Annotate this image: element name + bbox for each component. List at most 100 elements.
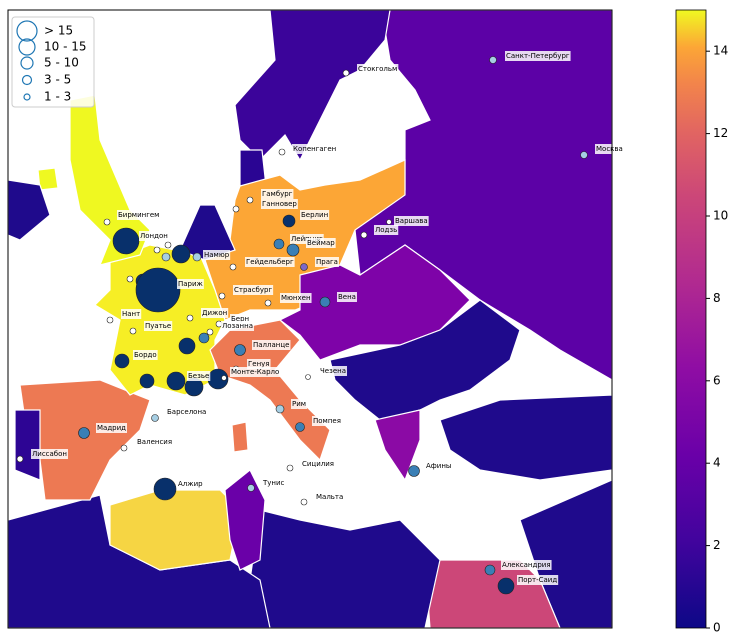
city-label-bg [221,321,255,331]
city-label: Берн [231,315,249,323]
city-label: Париж [178,280,204,288]
city-marker [286,243,300,257]
city-marker [497,577,515,595]
city-label: Тунис [262,479,285,487]
city-label: Пуатье [145,322,171,330]
legend-label: 5 - 10 [44,56,79,70]
city-marker [305,374,311,380]
city-label: Рим [292,400,306,408]
city-marker [264,299,272,307]
city-label: Алжир [178,480,203,488]
city-marker [166,371,186,391]
city-label: Бирмингем [118,211,159,219]
city-label-bg [357,64,399,74]
city-marker [186,314,194,322]
colorbar-tick-label: 10 [713,209,728,223]
city-label: Ганновер [262,200,297,208]
city-label-bg [31,449,68,459]
city-label-bg [203,250,231,260]
city-marker [247,484,255,492]
city-label-bg [292,144,338,154]
city-label: Санкт-Петербург [506,52,570,60]
colorbar-axis: 0 2 4 6 8 10 12 14 [706,44,728,635]
city-label: Мальта [316,493,343,501]
city-label-bg [233,285,274,295]
city-marker [221,375,227,381]
city-marker [218,292,226,300]
city-label: Прага [316,258,338,266]
city-label-bg [505,51,571,61]
city-label-bg [300,210,330,220]
city-label: Безье [188,372,209,380]
colorbar-tick-label: 0 [713,621,721,635]
legend-label: 3 - 5 [44,73,71,87]
city-marker [178,337,196,355]
colorbar-tick-label: 12 [713,126,728,140]
city-label-bg [121,309,142,319]
legend-label: 10 - 15 [44,40,87,54]
city-label-bg [319,366,348,376]
city-label: Гамбург [262,190,293,198]
city-marker [206,328,214,336]
city-marker [112,227,140,255]
city-marker [153,477,177,501]
map-land [8,10,612,628]
city-label: Валенсия [137,438,172,446]
city-label-bg [136,437,174,447]
city-label: Лодзь [375,226,397,234]
city-label: Намюр [204,251,230,259]
city-label-bg [247,359,271,369]
city-label: Москва [596,145,623,153]
city-label: Чезена [320,367,346,375]
city-label-bg [117,210,161,220]
city-marker [151,414,159,422]
city-label-bg [144,321,173,331]
city-marker [295,422,305,432]
city-label: Александрия [502,561,551,569]
city-label: Берлин [301,211,328,219]
city-marker [342,69,350,77]
legend-marker [16,20,38,42]
city-label-bg [230,314,251,324]
city-marker [16,455,24,463]
city-marker [408,465,420,477]
city-label-bg [133,350,158,360]
city-label-bg [501,560,552,570]
city-marker [360,231,368,239]
city-marker [234,344,246,356]
city-marker [275,404,285,414]
colorbar-tick-label: 2 [713,538,721,552]
city-label: Веймар [307,239,335,247]
city-label-bg [201,308,229,318]
city-label-bg [315,492,345,502]
city-label: Лиссабон [32,450,67,458]
city-marker [161,252,171,262]
city-label: Порт-Саид [518,576,557,584]
colorbar-tick-label: 6 [713,373,721,387]
city-marker [153,246,161,254]
city-label-bg [139,231,169,241]
city-label-bg [252,340,291,350]
city-label-bg [230,367,281,377]
map-frame [7,9,613,629]
city-label: Мадрид [97,424,126,432]
city-label: Сицилия [302,460,334,468]
colorbar-tick-label: 8 [713,291,721,305]
city-label: Мюнхен [281,294,311,302]
city-marker [282,214,296,228]
city-label-bg [262,478,286,488]
city-label-bg [306,238,336,248]
city-marker [278,148,286,156]
city-marker [78,427,90,439]
city-label-bg [177,279,204,289]
city-label: Нант [122,310,140,318]
colorbar-tick-label: 14 [713,44,728,58]
city-marker [319,296,331,308]
city-label: Генуя [248,360,270,368]
city-marker [229,263,237,271]
city-marker [103,218,111,226]
city-layer: Стокгольм Санкт-Петербург Москва Копенгаген… [16,51,624,595]
colorbar [675,9,707,629]
colorbar-tick-label: 4 [713,456,721,470]
